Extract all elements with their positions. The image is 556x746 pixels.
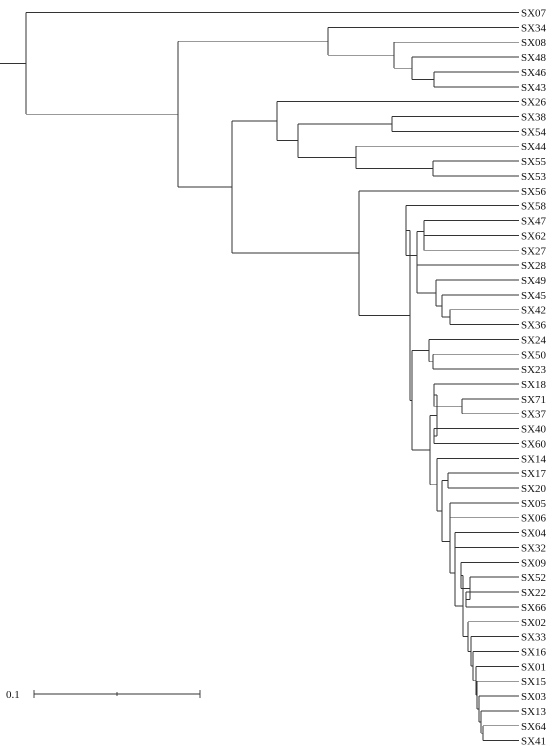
- leaf-label: SX34: [521, 22, 547, 34]
- leaf-label: SX16: [521, 646, 547, 658]
- leaf-label: SX40: [521, 424, 547, 436]
- leaf-label: SX50: [521, 349, 547, 361]
- scale-bar-label: 0.1: [6, 689, 20, 701]
- leaf-label: SX18: [521, 379, 547, 391]
- leaf-label: SX45: [521, 290, 547, 302]
- leaf-labels: SX07 SX34 SX08 SX48 SX46 SX43 SX26 SX38 SX54 SX44…: [521, 8, 547, 746]
- leaf-label: SX52: [521, 572, 546, 584]
- leaf-label: SX08: [521, 37, 547, 49]
- leaf-label: SX01: [521, 661, 546, 673]
- leaf-label: SX71: [521, 394, 546, 406]
- leaf-label: SX05: [521, 498, 547, 510]
- leaf-label: SX27: [521, 245, 547, 257]
- leaf-label: SX58: [521, 201, 547, 213]
- leaf-label: SX07: [521, 8, 547, 20]
- leaf-label: SX03: [521, 691, 547, 703]
- leaf-label: SX13: [521, 706, 547, 718]
- leaf-label: SX46: [521, 67, 547, 79]
- leaf-label: SX41: [521, 736, 546, 746]
- leaf-label: SX20: [521, 483, 547, 495]
- leaf-label: SX48: [521, 52, 547, 64]
- scale-bar: 0.1: [6, 689, 201, 701]
- leaf-label: SX42: [521, 305, 546, 317]
- leaf-label: SX28: [521, 260, 547, 272]
- leaf-label: SX02: [521, 617, 546, 629]
- leaf-label: SX55: [521, 156, 547, 168]
- leaf-label: SX04: [521, 528, 547, 540]
- leaf-label: SX53: [521, 171, 547, 183]
- leaf-label: SX56: [521, 186, 547, 198]
- leaf-label: SX15: [521, 676, 547, 688]
- leaf-label: SX24: [521, 334, 547, 346]
- leaf-label: SX38: [521, 112, 547, 124]
- leaf-label: SX66: [521, 602, 547, 614]
- leaf-label: SX32: [521, 542, 546, 554]
- leaf-label: SX23: [521, 364, 547, 376]
- leaf-label: SX60: [521, 438, 547, 450]
- tree-branches: [0, 12, 519, 742]
- leaf-label: SX54: [521, 126, 547, 138]
- leaf-label: SX14: [521, 453, 547, 465]
- leaf-label: SX33: [521, 632, 547, 644]
- leaf-label: SX36: [521, 320, 547, 332]
- leaf-label: SX22: [521, 587, 546, 599]
- leaf-label: SX64: [521, 721, 547, 733]
- leaf-label: SX43: [521, 82, 547, 94]
- leaf-label: SX26: [521, 97, 547, 109]
- leaf-label: SX06: [521, 513, 547, 525]
- leaf-label: SX44: [521, 141, 547, 153]
- leaf-label: SX37: [521, 409, 547, 421]
- leaf-label: SX17: [521, 468, 547, 480]
- leaf-label: SX09: [521, 557, 547, 569]
- leaf-label: SX49: [521, 275, 547, 287]
- leaf-label: SX62: [521, 230, 546, 242]
- leaf-label: SX47: [521, 216, 547, 228]
